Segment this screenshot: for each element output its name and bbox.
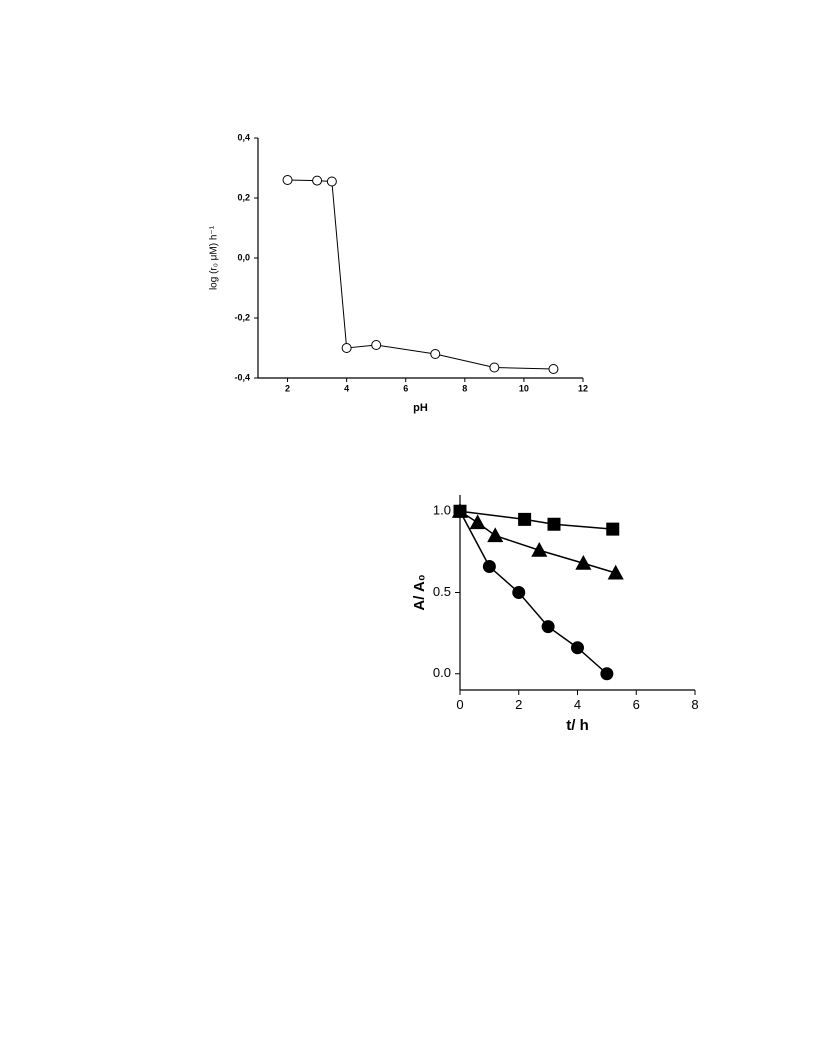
x-tick-label: 8 (462, 384, 467, 394)
marker (518, 512, 532, 526)
marker (430, 349, 441, 359)
marker (341, 343, 352, 353)
x-tick-label: 10 (519, 384, 529, 394)
marker (541, 620, 555, 634)
marker (606, 522, 620, 536)
y-tick-label: 0.5 (433, 584, 451, 599)
marker (607, 564, 624, 580)
y-tick-label: 0,0 (237, 252, 250, 262)
x-axis-label: t/ h (566, 717, 589, 734)
x-tick-label: 2 (285, 384, 290, 394)
marker (282, 175, 293, 185)
x-tick-label: 6 (633, 697, 640, 712)
marker (453, 504, 467, 518)
y-tick-label: 0,4 (237, 132, 250, 142)
marker (571, 641, 584, 655)
marker (326, 176, 337, 187)
x-tick-label: 12 (578, 384, 588, 394)
x-axis-label: pH (413, 402, 428, 414)
marker (469, 514, 486, 530)
y-tick-label: -0,4 (234, 372, 250, 382)
y-tick-label: 0,2 (237, 192, 250, 202)
y-tick-label: -0,2 (234, 312, 250, 322)
series-line (459, 510, 613, 530)
x-tick-label: 2 (515, 697, 522, 712)
marker (512, 586, 526, 599)
marker (548, 364, 559, 374)
marker (575, 555, 592, 570)
marker (482, 560, 496, 573)
x-tick-label: 4 (574, 697, 581, 712)
series-line (287, 179, 554, 370)
y-axis-label: log (r₀ μM) h⁻¹ (209, 225, 220, 290)
marker (600, 667, 614, 681)
x-tick-label: 4 (344, 384, 349, 394)
y-axis-label: A/ A₀ (411, 574, 428, 610)
marker (487, 527, 504, 543)
marker (312, 175, 323, 186)
x-tick-label: 8 (691, 697, 698, 712)
y-tick-label: 0.0 (433, 665, 451, 680)
series-line (459, 510, 608, 675)
marker (547, 517, 561, 531)
marker (531, 542, 548, 557)
x-tick-label: 6 (403, 384, 408, 394)
y-tick-label: 1.0 (433, 503, 451, 518)
marker (489, 362, 500, 373)
marker (371, 340, 382, 350)
x-tick-label: 0 (456, 697, 463, 712)
series-line (459, 510, 616, 574)
